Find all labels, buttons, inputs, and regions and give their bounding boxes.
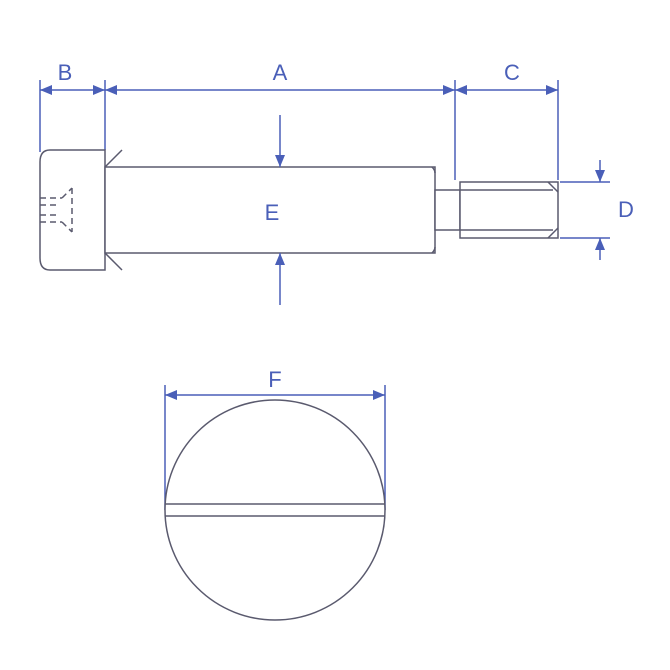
dimension-B: B — [40, 60, 105, 95]
label-D: D — [618, 197, 634, 222]
dimension-C: C — [455, 60, 558, 95]
head-circle — [165, 400, 385, 620]
front-view: F — [165, 367, 385, 620]
label-A: A — [273, 60, 288, 85]
label-C: C — [504, 60, 520, 85]
label-F: F — [268, 367, 281, 392]
label-B: B — [58, 60, 73, 85]
dimension-F: F — [165, 367, 385, 400]
dimension-D: D — [560, 160, 634, 260]
label-E: E — [265, 200, 280, 225]
screw-neck — [435, 190, 460, 230]
side-view: B A C — [40, 60, 634, 305]
chamfer-line — [105, 253, 122, 270]
dimension-A: A — [105, 60, 455, 95]
technical-drawing: B A C — [0, 0, 670, 670]
chamfer-line — [105, 150, 122, 167]
